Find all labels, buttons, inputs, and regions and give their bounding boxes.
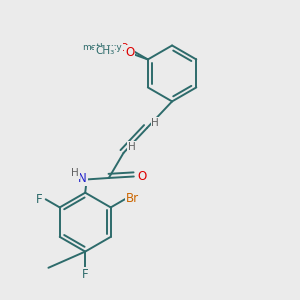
Text: N: N [78, 172, 87, 185]
Text: F: F [82, 268, 88, 281]
Text: H: H [71, 168, 79, 178]
Text: O: O [125, 46, 134, 59]
Text: methoxy: methoxy [82, 43, 122, 52]
Text: O: O [120, 43, 128, 53]
Text: H: H [128, 142, 136, 152]
Text: Br: Br [126, 192, 139, 205]
Text: H: H [152, 118, 159, 128]
Text: F: F [36, 193, 43, 206]
Text: O: O [137, 170, 147, 183]
Text: CH₃: CH₃ [95, 46, 115, 56]
